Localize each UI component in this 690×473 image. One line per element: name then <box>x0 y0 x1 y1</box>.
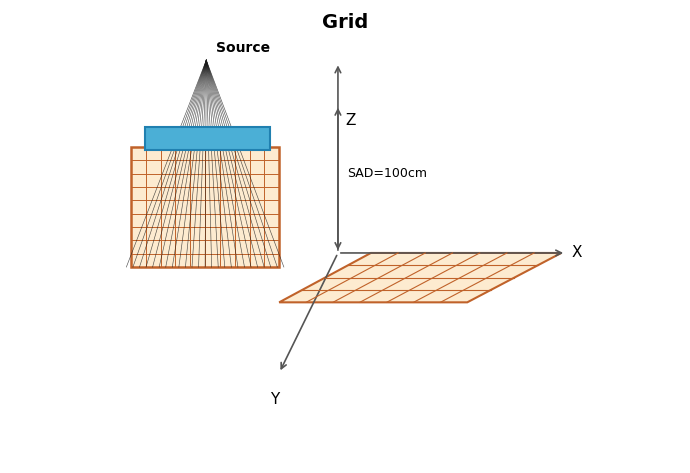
Text: SAD=100cm: SAD=100cm <box>347 166 427 180</box>
Text: Source: Source <box>216 42 270 55</box>
Bar <box>131 147 279 267</box>
Text: X: X <box>571 245 582 261</box>
Bar <box>145 127 270 149</box>
Text: Z: Z <box>345 113 355 128</box>
Polygon shape <box>279 253 561 302</box>
Text: Grid: Grid <box>322 13 368 32</box>
Text: Y: Y <box>270 392 279 407</box>
